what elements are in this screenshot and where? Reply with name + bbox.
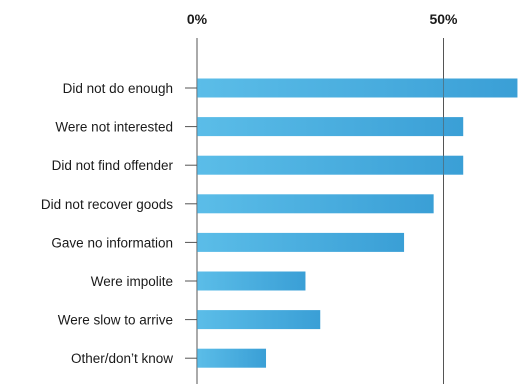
bar — [197, 194, 434, 214]
category-label: Were not interested — [55, 120, 173, 135]
bar — [197, 232, 405, 252]
bar — [197, 348, 267, 368]
bar — [197, 271, 306, 291]
category-label: Gave no information — [51, 235, 173, 250]
x-tick-label: 50% — [429, 11, 458, 27]
category-label: Were slow to arrive — [58, 313, 173, 328]
bar — [197, 310, 321, 330]
category-label: Did not recover goods — [41, 197, 173, 212]
bar — [197, 78, 518, 98]
category-label: Other/don’t know — [71, 351, 173, 366]
category-label: Were impolite — [91, 274, 173, 289]
x-tick-labels: 0% 50% — [187, 11, 458, 27]
category-label: Did not find offender — [52, 158, 174, 173]
bar — [197, 117, 464, 137]
category-labels: Did not do enough Were not interested Did … — [41, 81, 174, 366]
bar — [197, 155, 464, 175]
category-label: Did not do enough — [63, 81, 173, 96]
x-tick-label: 0% — [187, 11, 208, 27]
bars — [185, 38, 518, 384]
